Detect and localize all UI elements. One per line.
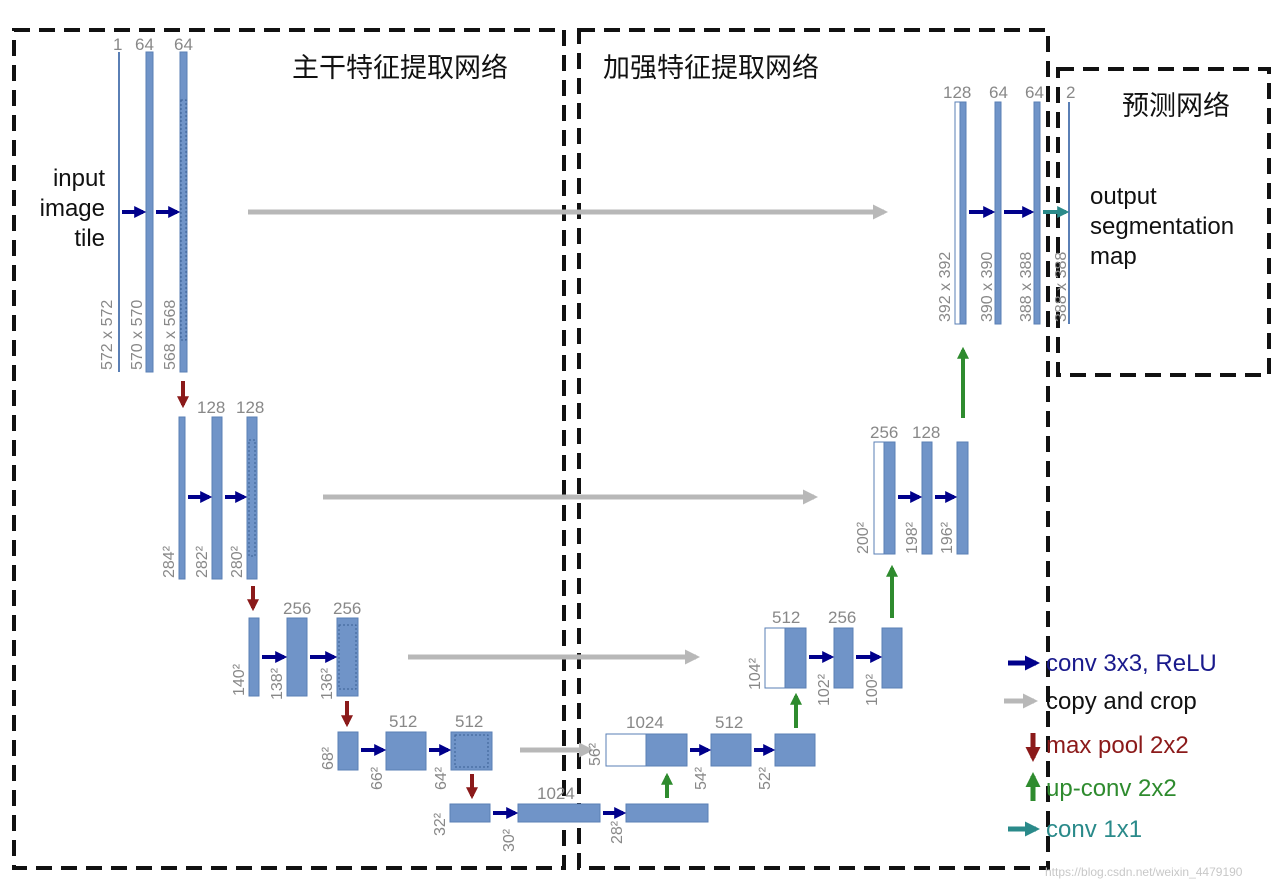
copied-map-u1 <box>954 101 961 325</box>
feature-map-l3-a <box>286 617 308 697</box>
enhanced-section-title: 加强特征提取网络 <box>603 53 819 84</box>
copied-map-u2 <box>873 441 885 555</box>
prediction-section-title: 预测网络 <box>1122 91 1230 122</box>
feature-map-l4-in <box>337 731 359 771</box>
size-u4-a: 54² <box>693 766 710 790</box>
feature-map-u4-b <box>774 733 816 767</box>
output-label-line-3: map <box>1090 243 1137 270</box>
size-u4-b: 52² <box>757 766 774 790</box>
feature-map-u3-b <box>881 627 903 689</box>
size-u3-in: 104² <box>747 657 764 690</box>
size-l3-in: 140² <box>231 663 248 696</box>
size-u3-b: 100² <box>864 673 881 706</box>
channels-u1-b: 64 <box>1025 83 1044 102</box>
size-l2-a: 282² <box>194 545 211 578</box>
size-l4-b: 64² <box>433 766 450 790</box>
size-u1-out: 388 x 388 <box>1053 252 1070 322</box>
channels-l2-a: 128 <box>197 398 225 417</box>
channels-l4-a: 512 <box>389 712 417 731</box>
size-u4-in: 56² <box>587 742 604 766</box>
channels-l3-a: 256 <box>283 599 311 618</box>
feature-map-l2-in <box>178 416 186 580</box>
feature-map-u2-b <box>956 441 969 555</box>
channels-l2-b: 128 <box>236 398 264 417</box>
channels-u1-in: 128 <box>943 83 971 102</box>
backbone-section-title: 主干特征提取网络 <box>292 53 508 84</box>
size-u2-a: 198² <box>904 521 921 554</box>
feature-map-l1-a <box>145 51 154 373</box>
feature-map-l3-b <box>336 617 359 697</box>
legend-label-conv: conv 3x3, ReLU <box>1046 650 1217 677</box>
size-l5-in: 32² <box>432 812 449 836</box>
legend-label-up: up-conv 2x2 <box>1046 775 1177 802</box>
legend-label-copy: copy and crop <box>1046 688 1197 715</box>
feature-map-u4-a <box>710 733 752 767</box>
size-u1-a: 390 x 390 <box>979 252 996 322</box>
channels-l1-in: 1 <box>113 35 122 54</box>
feature-map-l5-b <box>625 803 709 823</box>
crop-region-l1 <box>180 99 187 341</box>
channels-u4-a: 512 <box>715 713 743 732</box>
size-l5-a: 30² <box>501 828 518 852</box>
channels-u2-in: 256 <box>870 423 898 442</box>
channels-u4-in: 1024 <box>626 713 664 732</box>
size-l3-a: 138² <box>269 667 286 700</box>
size-l2-in: 284² <box>161 545 178 578</box>
upsampled-map-u4 <box>645 733 688 767</box>
size-l4-a: 66² <box>369 766 386 790</box>
size-u2-b: 196² <box>939 521 956 554</box>
crop-region-l4 <box>454 734 489 768</box>
feature-map-l4-a <box>385 731 427 771</box>
prediction-section-frame <box>1056 67 1271 377</box>
channels-l5: 1024 <box>537 784 575 803</box>
channels-u3-a: 256 <box>828 608 856 627</box>
output-label-line-2: segmentation <box>1090 213 1234 240</box>
copied-map-u4 <box>605 733 647 767</box>
upsampled-map-u1 <box>959 101 967 325</box>
upsampled-map-u3 <box>784 627 807 689</box>
size-l1-a: 570 x 570 <box>129 300 146 370</box>
copied-map-u3 <box>764 627 786 689</box>
feature-map-l5-a <box>517 803 601 823</box>
size-u2-in: 200² <box>855 521 872 554</box>
backbone-section-frame <box>12 28 566 870</box>
upsampled-map-u2 <box>883 441 896 555</box>
size-l1-b: 568 x 568 <box>162 300 179 370</box>
channels-u2-a: 128 <box>912 423 940 442</box>
channels-l1-b: 64 <box>174 35 193 54</box>
feature-map-u2-a <box>921 441 933 555</box>
crop-region-l2 <box>248 439 256 557</box>
input-label-line-2: image <box>40 195 105 222</box>
input-label-line-3: tile <box>74 225 105 252</box>
feature-map-u3-a <box>833 627 854 689</box>
feature-map-l2-a <box>211 416 223 580</box>
crop-region-l3 <box>338 624 357 690</box>
watermark: https://blog.csdn.net/weixin_4479190 <box>1045 865 1243 879</box>
size-u3-a: 102² <box>816 673 833 706</box>
size-l1-in: 572 x 572 <box>99 300 116 370</box>
legend-label-pool: max pool 2x2 <box>1046 732 1189 759</box>
channels-l3-b: 256 <box>333 599 361 618</box>
output-label-line-1: output <box>1090 183 1157 210</box>
size-l4-in: 68² <box>320 746 337 770</box>
feature-map-l3-in <box>248 617 260 697</box>
channels-l4-b: 512 <box>455 712 483 731</box>
size-u1-in: 392 x 392 <box>937 252 954 322</box>
feature-map-l4-b <box>450 731 493 771</box>
channels-u3-in: 512 <box>772 608 800 627</box>
size-l3-b: 136² <box>319 667 336 700</box>
legend-label-1x1: conv 1x1 <box>1046 816 1142 843</box>
size-l5-b: 28² <box>609 820 626 844</box>
input-label-line-1: input <box>53 165 105 192</box>
channels-u1-out: 2 <box>1066 83 1075 102</box>
channels-u1-a: 64 <box>989 83 1008 102</box>
size-u1-b: 388 x 388 <box>1018 252 1035 322</box>
channels-l1-a: 64 <box>135 35 154 54</box>
size-l2-b: 280² <box>229 545 246 578</box>
enhanced-section-frame <box>577 28 1050 870</box>
feature-map-l5-in <box>449 803 491 823</box>
